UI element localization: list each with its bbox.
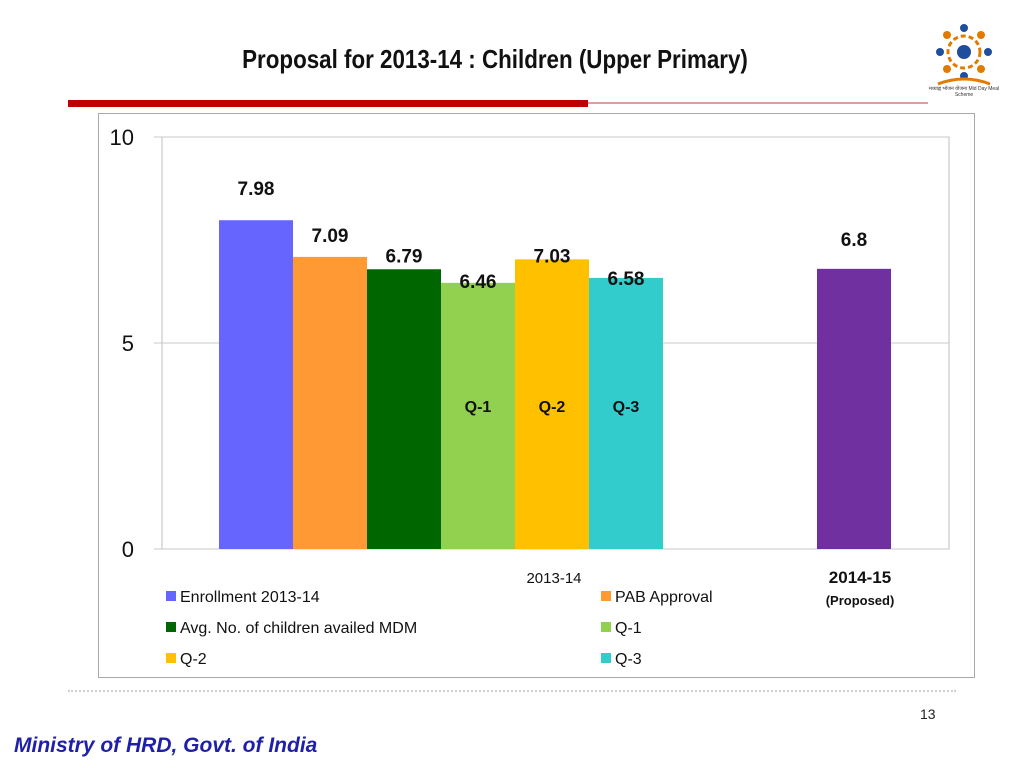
legend-swatch bbox=[166, 591, 176, 601]
bar-quarter-label: Q-1 bbox=[465, 399, 492, 416]
bar-quarter-label: Q-3 bbox=[613, 399, 640, 416]
legend-swatch bbox=[601, 591, 611, 601]
bar bbox=[441, 282, 515, 549]
y-tick-label: 10 bbox=[110, 125, 134, 150]
legend-swatch bbox=[166, 653, 176, 663]
data-label: 6.46 bbox=[460, 272, 497, 293]
legend-label: Avg. No. of children availed MDM bbox=[180, 620, 417, 637]
data-label: 7.03 bbox=[534, 246, 571, 267]
data-label: 7.98 bbox=[238, 179, 275, 200]
legend-label: Enrollment 2013-14 bbox=[180, 589, 320, 606]
legend-label: Q-2 bbox=[180, 651, 207, 668]
bar-quarter-label: Q-2 bbox=[539, 399, 566, 416]
bar-chart: 0510No. of children (in lakh)7.987.096.7… bbox=[110, 125, 950, 668]
data-label: 6.79 bbox=[386, 246, 423, 267]
y-tick-label: 0 bbox=[122, 537, 134, 562]
bar bbox=[219, 220, 293, 549]
legend-label: Q-1 bbox=[615, 620, 642, 637]
bar bbox=[589, 277, 663, 549]
bar bbox=[515, 259, 589, 549]
legend-swatch bbox=[601, 622, 611, 632]
y-tick-label: 5 bbox=[122, 331, 134, 356]
bar bbox=[367, 269, 441, 549]
data-label: 6.8 bbox=[841, 230, 867, 251]
slide-title: Proposal for 2013-14 : Children (Upper P… bbox=[242, 44, 748, 74]
legend-label: Q-3 bbox=[615, 651, 642, 668]
page-number: 13 bbox=[920, 706, 936, 722]
chart-frame: 0510No. of children (in lakh)7.987.096.7… bbox=[98, 113, 975, 678]
bar bbox=[817, 268, 891, 549]
x-category-label: 2013-14 bbox=[526, 570, 581, 587]
legend-swatch bbox=[601, 653, 611, 663]
legend-swatch bbox=[166, 622, 176, 632]
footer-divider bbox=[68, 690, 956, 692]
bar bbox=[293, 256, 367, 549]
title-underline bbox=[68, 100, 588, 107]
data-label: 7.09 bbox=[312, 226, 349, 247]
footer-ministry: Ministry of HRD, Govt. of India bbox=[14, 734, 318, 757]
legend-label: PAB Approval bbox=[615, 589, 713, 606]
x-category-sublabel: (Proposed) bbox=[826, 593, 895, 608]
title-underline-thin bbox=[588, 102, 928, 104]
data-label: 6.58 bbox=[608, 269, 645, 290]
x-category-label: 2014-15 bbox=[829, 568, 891, 587]
logo-caption: मध्याह्न भोजन योजना Mid Day Meal Scheme bbox=[928, 86, 1000, 98]
mid-day-meal-logo bbox=[936, 24, 992, 86]
